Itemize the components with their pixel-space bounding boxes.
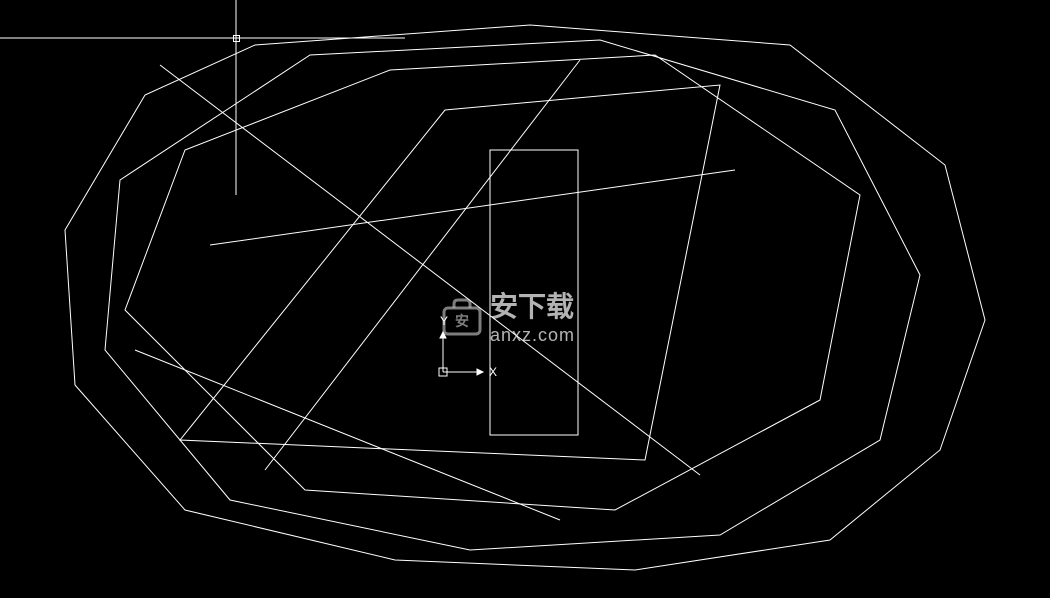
mid-loop: [125, 55, 860, 510]
cad-drawing-area[interactable]: X Y 安 安下载 anxz.com: [0, 0, 1050, 598]
inner-rectangle: [490, 150, 578, 435]
crossing-lines-2: [210, 170, 735, 245]
crossing-lines-3: [265, 60, 580, 470]
ucs-icon: [439, 332, 483, 376]
outer-loop: [65, 25, 985, 570]
ucs-x-label: X: [489, 365, 497, 379]
ucs-y-label: Y: [440, 314, 448, 328]
vector-layer: [0, 0, 1050, 598]
cursor-pickbox: [233, 35, 240, 42]
crossing-lines-1: [160, 65, 700, 475]
